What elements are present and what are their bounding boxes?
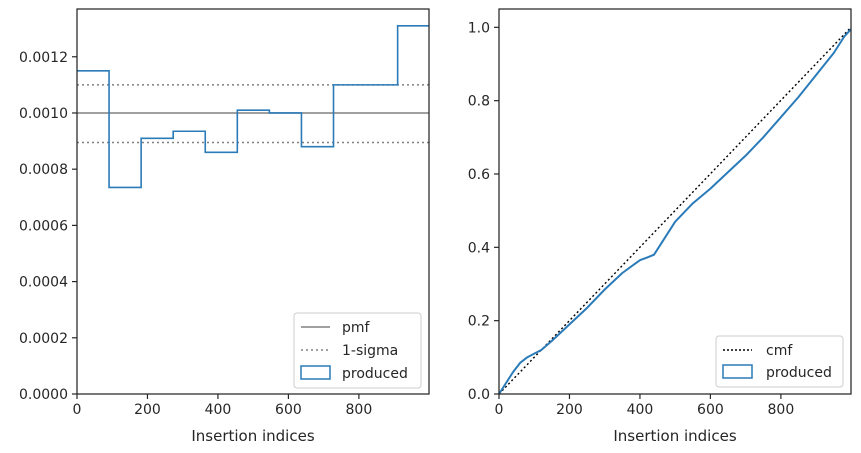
left-y-tick-label: 0.0010 [19,106,68,122]
left-x-tick-label: 400 [205,402,232,418]
left-legend-box [293,312,422,389]
left-x-axis-label: Insertion indices [191,427,314,445]
cmf-line [498,26,852,395]
legend-produced-swatch-left [300,365,331,380]
right-axes-frame [498,8,852,395]
left-y-tick-label: 0.0000 [19,387,68,403]
left-y-tick-label: 0.0006 [19,218,68,234]
left-y-tick-label: 0.0002 [19,331,68,347]
left-panel: 0 200 400 600 800 0.0000 0.0002 0.0004 0.0006 0.0… [19,8,430,445]
left-plot-marks [77,25,429,189]
right-x-tick-label: 0 [495,402,504,418]
legend-cmf-label: cmf [766,343,793,359]
left-y-tick-label: 0.0012 [19,50,68,66]
legend-sigma-label: 1-sigma [342,343,398,359]
produced-cumulative-line [498,28,852,395]
right-legend: cmf produced [715,335,844,388]
right-x-tick-label: 400 [627,402,654,418]
left-x-tick-label: 600 [275,402,302,418]
right-ticks: 0 200 400 600 800 0.0 0.2 0.4 0.6 0.8 1.0 [468,20,795,418]
right-legend-box [715,335,844,388]
right-y-tick-label: 0.4 [468,240,490,256]
legend-produced-swatch-right [722,364,753,379]
left-x-tick-label: 200 [134,402,161,418]
right-x-axis-label: Insertion indices [613,427,736,445]
left-x-tick-label: 800 [346,402,373,418]
right-y-tick-label: 0.2 [468,314,490,330]
right-plot-marks [498,26,852,395]
legend-produced-label-right: produced [766,365,832,381]
right-x-tick-label: 600 [697,402,724,418]
left-axes-frame [76,8,430,395]
legend-pmf-label: pmf [342,320,371,336]
right-panel: 0 200 400 600 800 0.0 0.2 0.4 0.6 0.8 1.0 Insertio… [468,8,852,445]
right-x-tick-label: 200 [556,402,583,418]
right-y-tick-label: 0.6 [468,167,490,183]
left-y-tick-label: 0.0008 [19,162,68,178]
produced-histogram-step [77,25,429,189]
left-y-tick-label: 0.0004 [19,275,68,291]
right-x-tick-label: 800 [768,402,795,418]
left-legend: pmf 1-sigma produced [293,312,422,389]
right-y-tick-label: 0.8 [468,94,490,110]
right-y-tick-label: 1.0 [468,20,490,36]
left-x-tick-label: 0 [73,402,82,418]
left-ticks: 0 200 400 600 800 0.0000 0.0002 0.0004 0.0006 0.0… [19,50,372,418]
right-y-tick-label: 0.0 [468,387,490,403]
legend-produced-label-left: produced [342,366,408,382]
